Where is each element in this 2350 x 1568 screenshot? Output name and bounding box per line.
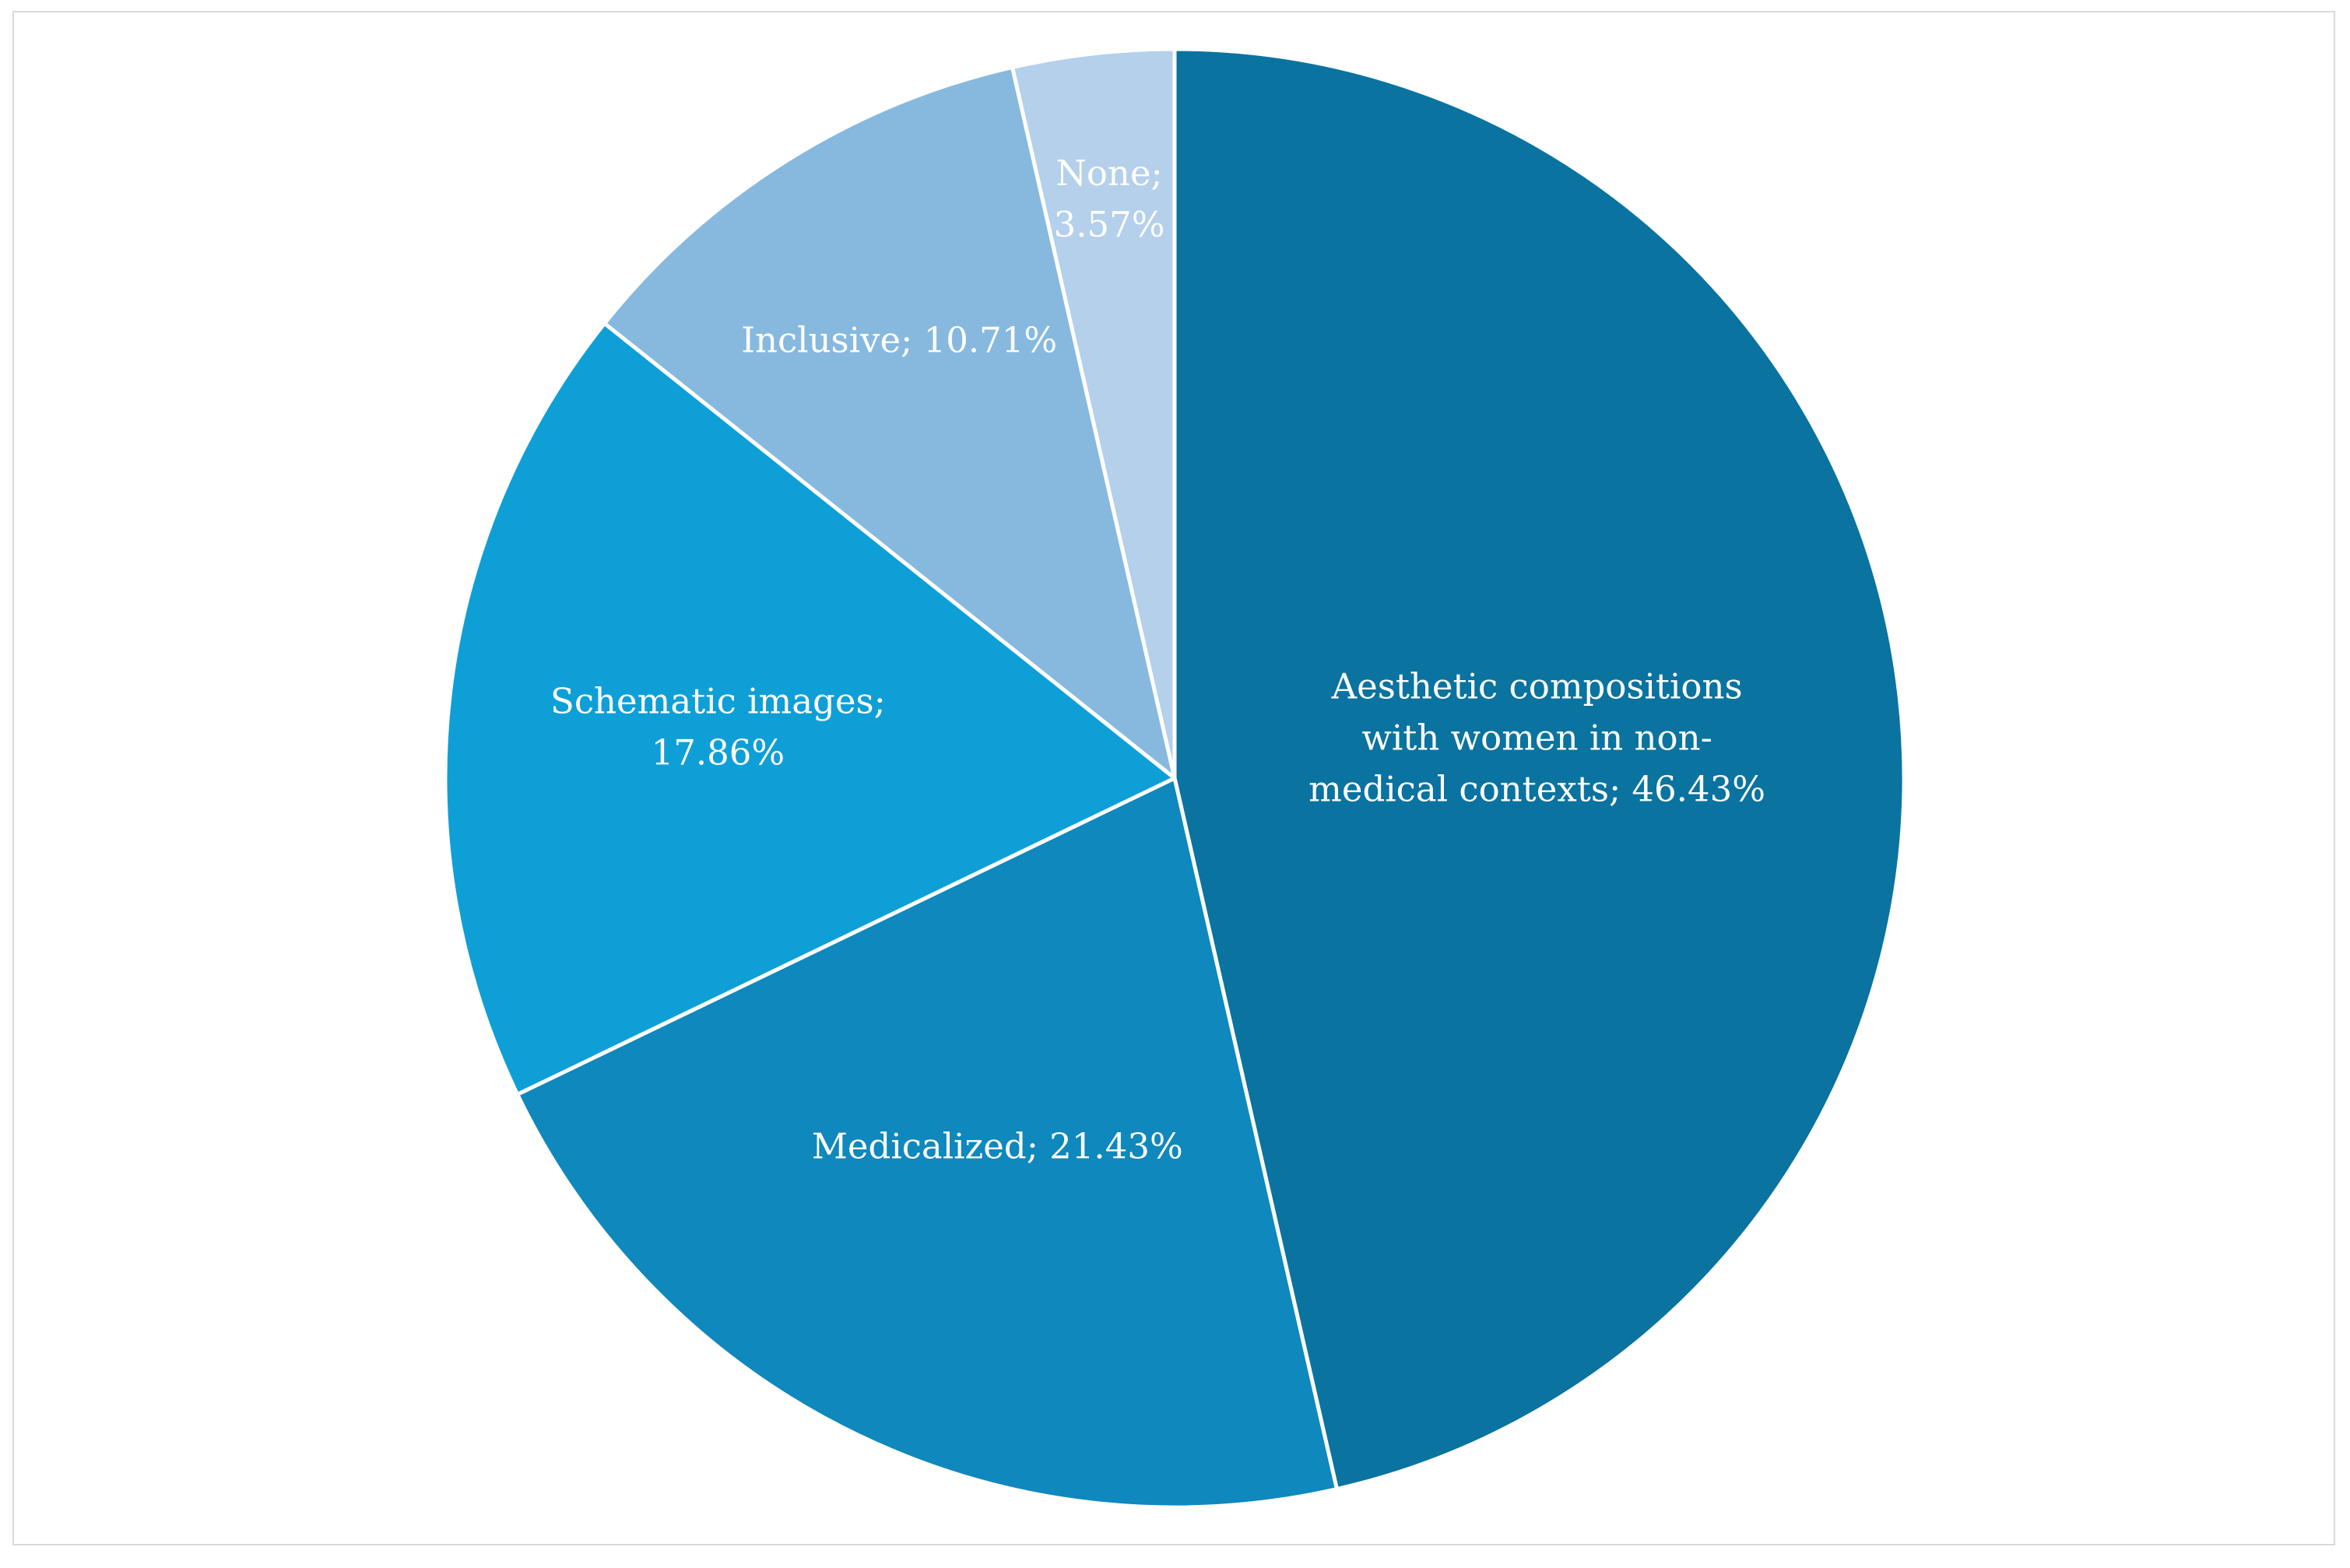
pie-slice-label-line: Schematic images; [550, 681, 886, 722]
pie-slice-label-line: Medicalized; 21.43% [812, 1126, 1183, 1167]
pie-slice-label: Schematic images; 17.86% [550, 681, 886, 773]
pie-slice-label-line: 17.86% [652, 732, 785, 773]
pie-slice-inclusive [602, 65, 1177, 780]
pie-slice-label-line: with women in non- [1361, 717, 1712, 759]
pie-slice-none [1010, 47, 1177, 780]
pie-slice-label-line: 3.57% [1054, 204, 1165, 245]
pie-slice-schematic-images [443, 321, 1177, 1096]
pie-slice-label: Medicalized; 21.43% [812, 1126, 1183, 1167]
pie-slice-aesthetic-compositions-with-women-in-non-medical-contexts [1172, 47, 1906, 1492]
pie-slices [443, 47, 1906, 1510]
pie-slice-label-line: Aesthetic compositions [1331, 666, 1743, 707]
chart-frame [12, 11, 2335, 1545]
pie-slice-medicalized [515, 776, 1339, 1510]
pie-slice-label-line: Inclusive; 10.71% [741, 320, 1057, 361]
pie-slice-label-line: medical contexts; 46.43% [1308, 769, 1765, 810]
pie-slice-label-line: None; [1056, 153, 1162, 194]
pie-slice-label: None; 3.57% [1054, 153, 1165, 245]
pie-slice-label: Inclusive; 10.71% [741, 320, 1057, 361]
pie-labels: Aesthetic compositions with women in non-… [550, 153, 1765, 1167]
pie-slice-label: Aesthetic compositions with women in non-… [1308, 666, 1765, 810]
